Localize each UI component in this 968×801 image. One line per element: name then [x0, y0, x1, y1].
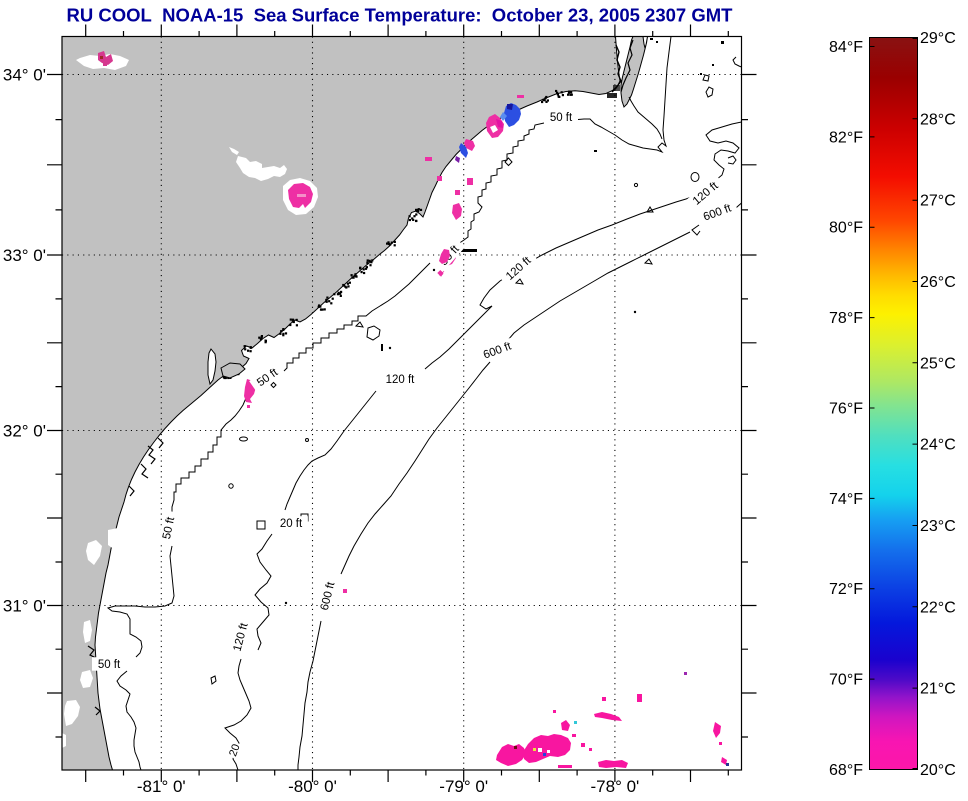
- svg-text:72°F: 72°F: [829, 581, 863, 598]
- svg-text:-79° 0': -79° 0': [439, 777, 488, 796]
- svg-text:32° 0': 32° 0': [3, 422, 46, 441]
- svg-text:50 ft: 50 ft: [161, 515, 178, 540]
- svg-text:28°C: 28°C: [920, 111, 956, 128]
- svg-text:74°F: 74°F: [829, 491, 863, 508]
- svg-text:RU COOL NOAA-15 Sea Surface: RU COOL NOAA-15 Sea Surface Temperature:…: [67, 5, 734, 26]
- svg-text:-81° 0': -81° 0': [137, 777, 186, 796]
- svg-text:120 ft: 120 ft: [386, 374, 416, 386]
- svg-text:-80° 0': -80° 0': [288, 777, 337, 796]
- svg-text:76°F: 76°F: [829, 401, 863, 418]
- svg-text:31° 0': 31° 0': [3, 597, 46, 616]
- svg-text:68°F: 68°F: [829, 762, 863, 779]
- svg-text:24°C: 24°C: [920, 437, 956, 454]
- svg-text:29°C: 29°C: [920, 30, 956, 47]
- svg-text:34° 0': 34° 0': [3, 66, 46, 85]
- svg-text:78°F: 78°F: [829, 310, 863, 327]
- svg-text:-78° 0': -78° 0': [591, 777, 640, 796]
- svg-text:27°C: 27°C: [920, 193, 956, 210]
- svg-text:21°C: 21°C: [920, 681, 956, 698]
- svg-text:23°C: 23°C: [920, 518, 956, 535]
- svg-text:33° 0': 33° 0': [3, 246, 46, 265]
- svg-text:20°C: 20°C: [920, 762, 956, 779]
- svg-text:50 ft: 50 ft: [98, 659, 121, 671]
- svg-text:25°C: 25°C: [920, 355, 956, 372]
- svg-text:20 ft: 20 ft: [280, 518, 303, 530]
- svg-text:20: 20: [227, 743, 242, 759]
- svg-text:22°C: 22°C: [920, 599, 956, 616]
- svg-text:70°F: 70°F: [829, 672, 863, 689]
- svg-text:50 ft: 50 ft: [550, 112, 573, 124]
- svg-text:26°C: 26°C: [920, 274, 956, 291]
- svg-text:84°F: 84°F: [829, 39, 863, 56]
- svg-text:82°F: 82°F: [829, 129, 863, 146]
- svg-text:80°F: 80°F: [829, 220, 863, 237]
